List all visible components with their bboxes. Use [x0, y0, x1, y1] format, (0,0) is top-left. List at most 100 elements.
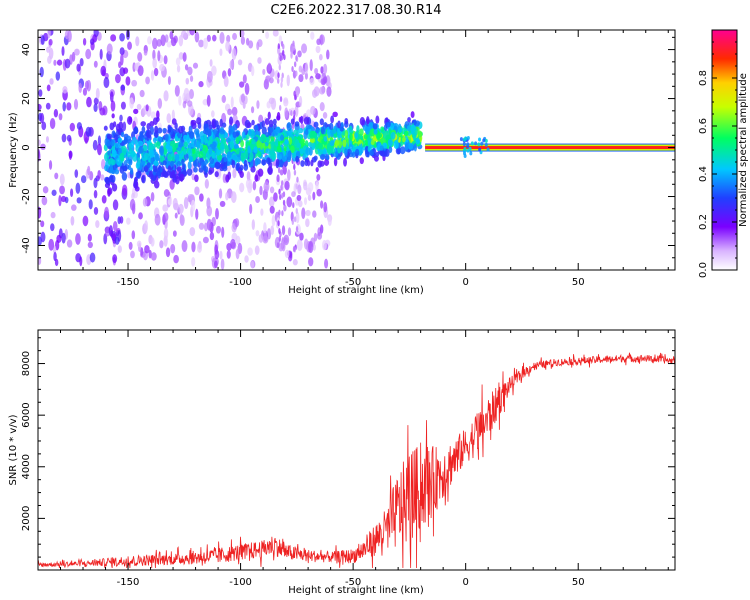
heatmap-band-cell	[267, 111, 271, 120]
heatmap-noise-cell	[131, 79, 138, 87]
heatmap-band-cell	[364, 139, 368, 146]
heatmap-noise-cell	[55, 71, 61, 81]
heatmap-band-cell	[186, 168, 193, 176]
heatmap-noise-cell	[150, 70, 155, 81]
heatmap-band-cell	[375, 151, 380, 158]
heatmap-band-cell	[226, 151, 232, 159]
heatmap-noise-cell	[276, 242, 280, 249]
heatmap-band-cell	[196, 117, 202, 125]
heatmap-band-cell	[257, 168, 264, 177]
heatmap-band-cell	[266, 157, 271, 165]
heatmap-noise-cell	[159, 240, 164, 249]
heatmap-noise-cell	[283, 204, 287, 212]
heatmap-band-cell	[359, 128, 364, 136]
heatmap-noise-cell	[286, 74, 290, 87]
heatmap-noise-cell	[202, 236, 209, 244]
heatmap-noise-cell	[301, 207, 306, 220]
heatmap-noise-cell	[64, 58, 71, 69]
heatmap-noise-cell	[269, 186, 275, 194]
heatmap-noise-cell	[323, 63, 328, 75]
heatmap-noise-cell	[175, 57, 181, 66]
heatmap-noise-cell	[86, 96, 92, 108]
heatmap-band-cell	[235, 148, 240, 155]
heatmap-noise-cell	[152, 49, 156, 61]
spectrogram-axes: -150 -100 -50 0 50 -40 -20 0 20 40	[21, 30, 675, 288]
heatmap-band-cell	[319, 160, 325, 167]
heatmap-band-cell	[251, 119, 255, 126]
heatmap-band-cell	[276, 145, 282, 153]
heatmap-band-cell	[202, 153, 207, 160]
heatmap-noise-cell	[237, 59, 243, 66]
heatmap-band-cell	[274, 138, 279, 147]
heatmap-noise-cell	[212, 34, 217, 42]
x-tick-label: 0	[462, 577, 468, 588]
colorbar-tick-label: 0.2	[698, 214, 709, 230]
heatmap-noise-cell	[184, 64, 189, 71]
heatmap-noise-cell	[101, 158, 106, 170]
heatmap-noise-cell	[295, 207, 298, 214]
heatmap-band-cell	[159, 167, 163, 173]
y-tick-label: -20	[21, 188, 32, 204]
heatmap-band-cell	[390, 131, 396, 140]
heatmap-noise-cell	[174, 85, 180, 97]
heatmap-band-cell	[344, 129, 349, 139]
heatmap-noise-cell	[157, 98, 163, 109]
heatmap-noise-cell	[312, 191, 316, 201]
heatmap-noise-cell	[40, 143, 46, 151]
heatmap-noise-cell	[315, 45, 321, 54]
heatmap-noise-cell	[267, 62, 272, 72]
heatmap-band-cell	[178, 125, 184, 134]
heatmap-noise-cell	[288, 251, 293, 259]
heatmap-band-cell	[280, 134, 285, 141]
heatmap-band-cell	[415, 138, 421, 145]
heatmap-noise-cell	[189, 226, 196, 237]
heatmap-noise-cell	[82, 37, 87, 46]
heatmap-noise-cell	[280, 243, 284, 250]
heatmap-noise-cell	[218, 188, 223, 199]
heatmap-noise-cell	[136, 103, 142, 111]
heatmap-noise-cell	[68, 150, 72, 161]
heatmap-noise-cell	[190, 199, 196, 212]
heatmap-band-cell	[372, 123, 378, 130]
heatmap-band-cell	[130, 167, 134, 175]
heatmap-band-cell	[133, 108, 139, 115]
heatmap-noise-cell	[152, 57, 157, 69]
heatmap-noise-cell	[209, 59, 213, 67]
heatmap-noise-cell	[262, 68, 266, 75]
heatmap-noise-cell	[278, 104, 282, 111]
heatmap-noise-cell	[280, 76, 284, 83]
heatmap-band-cell	[111, 113, 115, 119]
heatmap-noise-cell	[38, 257, 42, 265]
heatmap-noise-cell	[309, 59, 313, 72]
heatmap-band-cell	[482, 138, 486, 143]
heatmap-noise-cell	[276, 77, 280, 84]
heatmap-noise-cell	[99, 107, 106, 116]
heatmap-noise-cell	[223, 75, 229, 88]
heatmap-band-cell	[466, 135, 470, 140]
heatmap-band-cell	[231, 159, 236, 169]
heatmap-noise-cell	[316, 38, 321, 46]
heatmap-noise-cell	[273, 192, 278, 202]
heatmap-band-cell	[141, 126, 146, 134]
heatmap-band-cell	[225, 174, 230, 183]
heatmap-noise-cell	[145, 76, 150, 85]
heatmap-band-cell	[235, 131, 240, 137]
heatmap-noise-cell	[280, 180, 284, 187]
heatmap-noise-cell	[239, 30, 245, 38]
heatmap-band-cell	[189, 155, 194, 163]
heatmap-noise-cell	[284, 107, 289, 118]
heatmap-band-cell	[222, 165, 228, 172]
heatmap-band-cell	[167, 125, 172, 133]
heatmap-band-cell	[329, 139, 335, 147]
heatmap-noise-cell	[138, 212, 143, 220]
x-tick-label: -150	[117, 277, 140, 288]
heatmap-noise-cell	[219, 31, 225, 44]
heatmap-noise-cell	[196, 242, 203, 253]
heatmap-band-cell	[193, 166, 198, 173]
heatmap-noise-cell	[280, 81, 283, 88]
heatmap-band-cell	[176, 160, 182, 167]
heatmap-band-cell	[220, 143, 224, 151]
heatmap-band-cell	[146, 123, 151, 130]
heatmap-band-cell	[143, 152, 150, 161]
heatmap-noise-cell	[115, 73, 121, 84]
